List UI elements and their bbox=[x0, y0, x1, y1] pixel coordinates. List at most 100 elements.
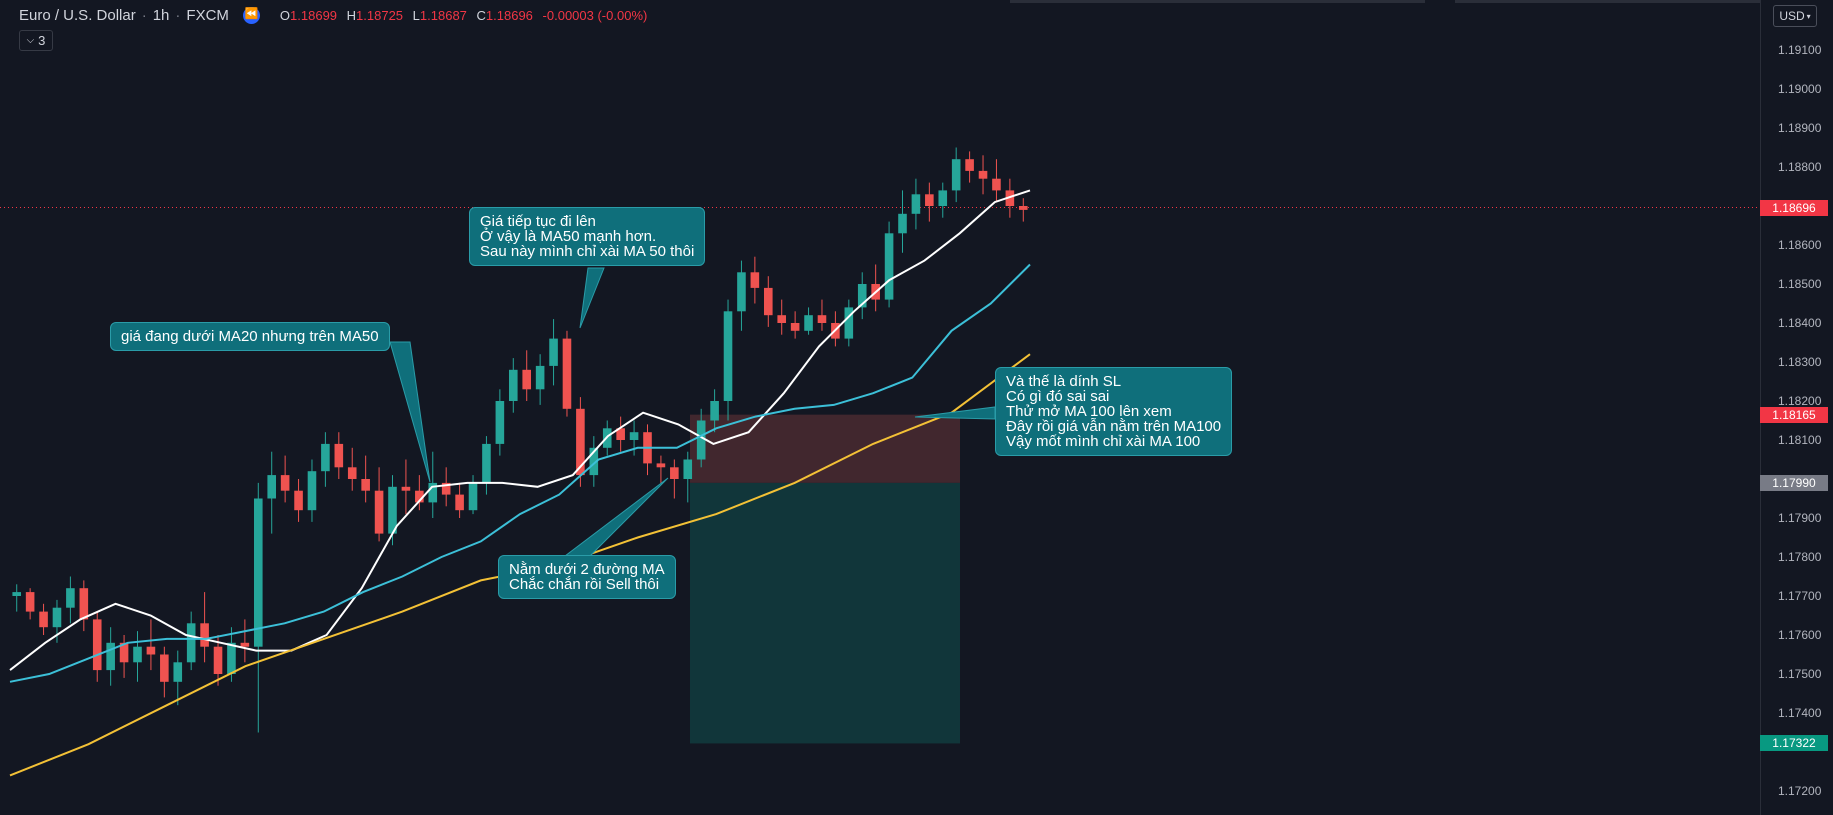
price-marker-label: 1.17322 bbox=[1760, 735, 1828, 752]
candle-body bbox=[146, 646, 156, 655]
candle-body bbox=[951, 159, 961, 191]
price-tick-label: 1.18100 bbox=[1778, 433, 1822, 447]
candle-body bbox=[415, 490, 424, 503]
candle-body bbox=[482, 443, 491, 483]
price-tick-label: 1.17200 bbox=[1778, 784, 1822, 798]
ma20-line bbox=[9, 189, 1031, 671]
candle-body bbox=[925, 194, 934, 206]
candle-body bbox=[911, 194, 921, 214]
candle-body bbox=[549, 338, 558, 366]
symbol-header: Euro / U.S. Dollar · 1h · FXCM O1.18699 … bbox=[19, 7, 653, 24]
floating-toolbar-right bbox=[1455, 0, 1760, 3]
interval-label[interactable]: 1h bbox=[152, 7, 170, 24]
candle-body bbox=[589, 447, 599, 476]
candle-body bbox=[106, 642, 115, 671]
price-tick-label: 1.17800 bbox=[1778, 550, 1822, 564]
candle-body bbox=[844, 307, 854, 339]
candle-body bbox=[401, 486, 411, 491]
candle-body bbox=[133, 646, 142, 663]
candle-body bbox=[66, 588, 75, 608]
candle-body bbox=[508, 369, 518, 401]
candle-body bbox=[535, 365, 545, 390]
candle-body bbox=[441, 482, 451, 495]
annotation-ma50[interactable]: Giá tiếp tục đi lên Ở vậy là MA50 mạnh h… bbox=[469, 207, 706, 266]
candle-body bbox=[294, 490, 303, 511]
price-tick-label: 1.17400 bbox=[1778, 706, 1822, 720]
price-tick-label: 1.18500 bbox=[1778, 277, 1822, 291]
candle-body bbox=[468, 482, 478, 511]
price-marker-label: 1.18165 bbox=[1760, 406, 1828, 423]
ma50-line bbox=[9, 263, 1031, 683]
candle-body bbox=[495, 401, 505, 444]
candle-body bbox=[455, 494, 464, 511]
annotation-pointer bbox=[914, 406, 996, 420]
candle-body bbox=[388, 486, 397, 534]
candle-body bbox=[965, 159, 974, 171]
candle-body bbox=[321, 443, 330, 472]
price-tick-label: 1.18900 bbox=[1778, 121, 1822, 135]
candle-body bbox=[723, 311, 733, 401]
candle-body bbox=[52, 607, 62, 628]
price-tick-label: 1.18400 bbox=[1778, 316, 1822, 330]
candle-body bbox=[227, 642, 236, 674]
candle-body bbox=[576, 408, 585, 476]
candle-body bbox=[1005, 190, 1015, 206]
stop-loss-zone bbox=[690, 414, 960, 483]
candle-body bbox=[253, 498, 263, 647]
price-tick-label: 1.17700 bbox=[1778, 589, 1822, 603]
candle-body bbox=[670, 467, 679, 479]
price-tick-label: 1.17600 bbox=[1778, 628, 1822, 642]
candle-body bbox=[200, 623, 209, 647]
floating-toolbar-left bbox=[1010, 0, 1425, 3]
candle-body bbox=[280, 475, 290, 491]
candle-body bbox=[173, 662, 183, 682]
annotation-ma20[interactable]: giá đang dưới MA20 nhưng trên MA50 bbox=[110, 322, 390, 351]
candle-body bbox=[616, 428, 625, 440]
candle-body bbox=[334, 443, 344, 468]
candle-body bbox=[1018, 206, 1028, 210]
candle-body bbox=[978, 170, 988, 179]
candle-body bbox=[92, 619, 102, 671]
candle-body bbox=[750, 272, 760, 288]
candle-body bbox=[938, 190, 948, 206]
candle-body bbox=[119, 642, 129, 663]
candle-body bbox=[160, 654, 169, 682]
candle-body bbox=[992, 178, 1001, 191]
candle-body bbox=[361, 479, 370, 491]
candle-body bbox=[696, 420, 706, 460]
candle-body bbox=[656, 463, 666, 468]
take-profit-zone bbox=[690, 482, 960, 744]
candle-body bbox=[817, 315, 827, 323]
candle-body bbox=[898, 213, 907, 234]
ohlc-values: O1.18699 H1.18725 L1.18687 C1.18696 -0.0… bbox=[279, 8, 648, 23]
candle-body bbox=[763, 287, 773, 316]
symbol-name[interactable]: Euro / U.S. Dollar bbox=[19, 7, 136, 24]
price-tick-label: 1.18200 bbox=[1778, 394, 1822, 408]
candle-body bbox=[39, 611, 48, 628]
indicators-toggle-button[interactable]: ⌵ 3 bbox=[19, 30, 53, 51]
candle-body bbox=[629, 432, 639, 440]
price-tick-label: 1.19000 bbox=[1778, 82, 1822, 96]
candle-body bbox=[428, 482, 438, 503]
candle-body bbox=[267, 475, 277, 499]
candle-body bbox=[522, 369, 532, 390]
exchange-label: FXCM bbox=[186, 7, 229, 24]
indicators-count: 3 bbox=[38, 33, 46, 48]
annotation-sell[interactable]: Nằm dưới 2 đường MA Chắc chắn rồi Sell t… bbox=[498, 555, 676, 599]
price-marker-label: 1.18696 bbox=[1760, 199, 1828, 216]
replay-icon[interactable] bbox=[242, 7, 260, 24]
candle-body bbox=[374, 490, 384, 534]
currency-button[interactable]: USD ▾ bbox=[1773, 5, 1817, 27]
candle-body bbox=[186, 623, 196, 663]
candle-body bbox=[25, 592, 35, 612]
candle-body bbox=[12, 592, 22, 596]
chevron-down-icon: ⌵ bbox=[26, 35, 35, 46]
price-tick-label: 1.19100 bbox=[1778, 43, 1822, 57]
candle-body bbox=[240, 642, 250, 647]
annotation-ma100[interactable]: Và thế là dính SL Có gì đó sai sai Thử m… bbox=[995, 367, 1233, 456]
candle-body bbox=[683, 459, 693, 479]
candle-body bbox=[710, 401, 719, 421]
price-tick-label: 1.17900 bbox=[1778, 511, 1822, 525]
price-tick-label: 1.18600 bbox=[1778, 238, 1822, 252]
